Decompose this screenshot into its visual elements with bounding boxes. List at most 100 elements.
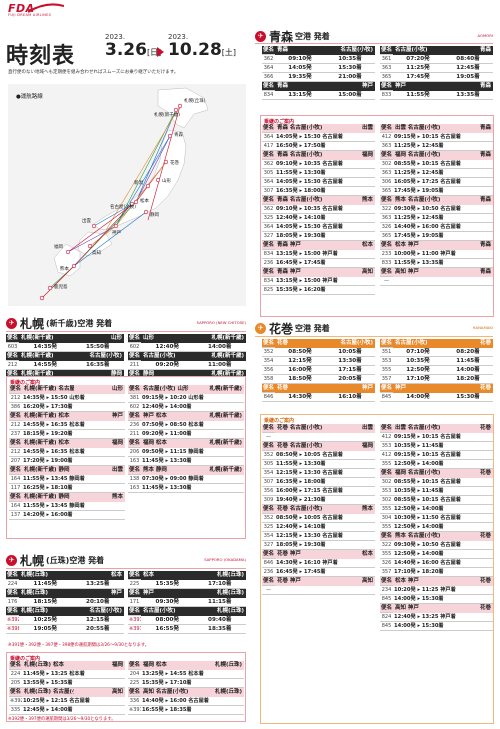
- map-label: 福岡: [54, 243, 63, 250]
- table-row: 307 16:35発 ▸ 18:00着: [262, 477, 375, 488]
- transfer-time: 11:55発 ▸ 13:30着: [275, 168, 375, 179]
- flight-number: 834: [262, 249, 275, 260]
- destination: 札幌(新千歳): [193, 334, 246, 343]
- table-row: 834 13:15発 ▸ 15:00 神戸着: [262, 249, 375, 260]
- transfer-time: 10:00発 ▸ 11:00 神戸着: [393, 249, 493, 260]
- origin: 札幌(新千歳) 松本: [22, 438, 74, 448]
- table-row: ※39210:25発 ▸ 12:15 名古屋着: [9, 696, 125, 707]
- flight-number: 412: [380, 450, 393, 461]
- transfer-time: 12:40発 ▸ 14:00着: [141, 402, 244, 413]
- transfer-time: 14:40発 ▸ 16:00 名古屋着: [393, 558, 493, 569]
- table-row: 352 08:50発 ▸ 10:05 名古屋着: [262, 513, 375, 524]
- divider: [255, 43, 493, 44]
- flight-number: 833: [380, 90, 393, 101]
- transfer-time: 11:55発 ▸ 13:35着: [393, 258, 493, 269]
- flight-number: 236: [262, 258, 275, 269]
- table-row: 361 07:20発 08:40着: [380, 54, 493, 65]
- map-label: 神戸: [112, 229, 121, 236]
- route-header: 便名 花巻 名古屋(小牧): [262, 339, 375, 349]
- route-header: 便名 高知 神戸 花巻: [380, 603, 493, 614]
- flight-number: 307: [262, 477, 275, 488]
- origin: 出雲 名古屋(小牧): [393, 424, 443, 433]
- table-row: 357 17:10発 18:20着: [380, 374, 493, 385]
- destination: 福岡: [325, 441, 375, 451]
- departure-time: 09:30発: [141, 597, 194, 608]
- transfer-time: 16:20発 ▸ 17:30着: [22, 402, 125, 413]
- table-row: 845 14:00発 15:30着: [380, 392, 493, 403]
- flight-no-label: 便名: [380, 576, 393, 587]
- start-date: 3.26[日]: [105, 40, 162, 60]
- destination: 福岡: [73, 661, 125, 670]
- table-row: 204 13:25発 ▸ 14:55 松本着: [128, 669, 244, 680]
- timetable: 便名 札幌(丘珠) 松本 224 11:45発 13:25着 便名 札幌(丘珠) 神戸 176 18…: [6, 571, 124, 635]
- flight-number: 363: [380, 141, 393, 152]
- destination: 花巻: [443, 339, 493, 348]
- route-header: 便名 神戸 青森: [380, 81, 493, 92]
- flight-no-label: 便名: [262, 267, 275, 278]
- arrival-time: 11:00着: [193, 360, 246, 371]
- departure-time: 14:30発: [275, 392, 325, 403]
- flight-number: 322: [380, 204, 393, 215]
- transfer-time: 08:55発 ▸ 10:15 名古屋着: [393, 495, 493, 506]
- flight-no-label: 便名: [128, 465, 141, 476]
- section-title: 札幌: [20, 553, 45, 568]
- flight-no-label: 便名: [9, 411, 22, 422]
- table-row: 362 09:10発 10:35着: [262, 54, 375, 65]
- flight-number: 412: [380, 132, 393, 143]
- map-label: 名古屋(小牧): [110, 203, 136, 210]
- flight-no-label: 便名: [9, 438, 22, 449]
- origin: 札幌(新千歳): [19, 351, 72, 361]
- flight-no-label: 便名: [128, 606, 141, 617]
- flight-number: 603: [6, 342, 19, 353]
- flight-number: 355: [380, 504, 393, 515]
- section-sapporo-chitose-header: ✈ 札幌 (新千歳)空港 発着 SAPPORO (NEW CHITOSE): [6, 315, 246, 331]
- transfer-time: 10:30発 ▸ 11:50 名古屋着: [393, 513, 493, 524]
- transfer-title: 乗継のご案内: [10, 380, 41, 386]
- route-header: 便名 出雲 名古屋(小牧) 青森: [380, 124, 493, 134]
- transfer-time: 14:05発 ▸ 15:30 名古屋着: [275, 132, 375, 143]
- destination: 出雲: [325, 124, 375, 133]
- page-title: 時刻表: [6, 44, 76, 69]
- flight-number: 355: [380, 549, 393, 560]
- route-header: 便名 福岡 名古屋(小牧) 花巻: [380, 468, 493, 479]
- transfer-time: 11:45発 ▸ 13:30着: [141, 456, 244, 467]
- flight-number: 304: [380, 513, 393, 524]
- logo: FDA: [8, 2, 35, 15]
- map-label: 新潟: [134, 179, 143, 186]
- table-row: 212 14:55発 ▸ 16:35 松本着: [9, 447, 125, 458]
- flight-number: 224: [6, 579, 19, 590]
- flight-number: 845: [380, 392, 393, 403]
- destination: 静岡: [71, 369, 124, 379]
- destination: 神戸: [325, 81, 375, 91]
- transfer-time: 10:35発 ▸ 11:45着: [393, 486, 493, 497]
- flight-number: 352: [262, 450, 275, 461]
- timetable: 便名 松本 札幌(丘珠) 225 15:35発 17:10着 便名 神戸 札幌(丘珠) 171 09…: [128, 571, 246, 635]
- arrival-time: 15:30着: [325, 63, 375, 74]
- flight-number: 366: [262, 72, 275, 83]
- flight-number: 307: [262, 186, 275, 197]
- route-header: 便名 松本 札幌(丘珠): [128, 571, 246, 581]
- destination: 青森: [443, 195, 493, 205]
- arrival-time: 13:35着: [443, 90, 493, 101]
- flight-number: 355: [380, 365, 393, 376]
- arrival-time: 18:35着: [193, 624, 246, 635]
- flight-no-label: 便名: [9, 492, 22, 503]
- origin: 熊本 静岡: [141, 465, 193, 475]
- flight-number: 164: [9, 501, 22, 512]
- origin: 名古屋(小牧): [141, 606, 194, 616]
- timetable: 便名 青森 名古屋(小牧) 出雲 364 14:05発 ▸ 15:30 名古屋着 417 1…: [262, 124, 375, 296]
- destination: 名古屋(小牧): [71, 351, 124, 361]
- table-row: 322 09:30発 ▸ 10:50 名古屋着: [380, 204, 493, 215]
- flight-number: 361: [380, 54, 393, 65]
- table-row: 176 18:15発 20:10着: [6, 597, 124, 608]
- transfer-time: 10:25発 ▸ 12:15 名古屋着: [22, 696, 125, 707]
- route-header: 便名 高知 神戸 青森: [380, 267, 493, 278]
- divider: [6, 568, 246, 569]
- table-row: 304 10:30発 ▸ 11:50 名古屋着: [380, 513, 493, 524]
- timetable: 便名 出雲 名古屋(小牧) 青森 412 09:15発 ▸ 10:15 名古屋着 363 1…: [380, 124, 493, 287]
- transfer-time: 19:40発 ▸ 21:30着: [275, 495, 375, 506]
- flight-no-label: 便名: [380, 383, 393, 394]
- origin: 札幌(新千歳) 名古屋(小牧): [22, 385, 74, 394]
